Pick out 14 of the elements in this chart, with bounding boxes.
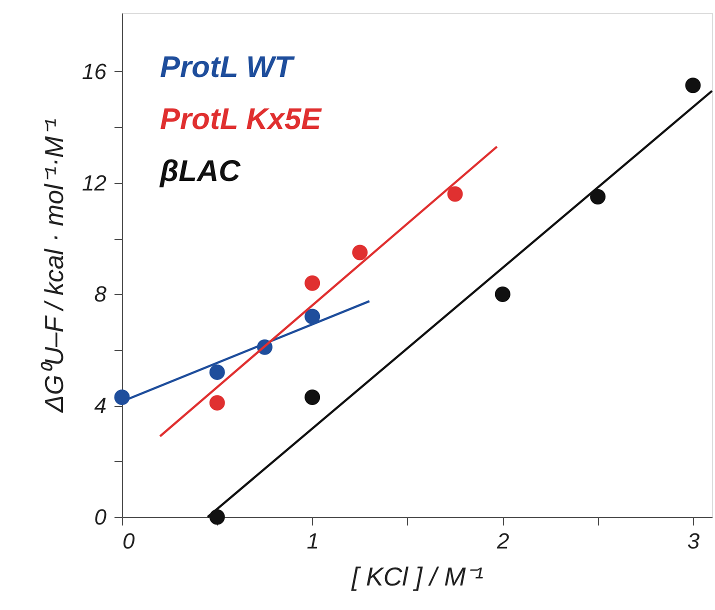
y-tick-label: 0 [94, 504, 108, 530]
x-tick-label: 0 [122, 528, 136, 554]
y-axis-title: ΔG⁰U–F / kcal · mol⁻¹·M⁻¹ [39, 118, 70, 414]
y-tick-label: 16 [82, 58, 108, 84]
y-tick-label: 4 [94, 393, 106, 418]
y-tick-label: 8 [94, 282, 108, 307]
text: ProtL WT [160, 51, 296, 84]
text: βLAC [159, 155, 242, 188]
x-tick-label: 2 [496, 528, 510, 554]
x-tick-label: 1 [306, 528, 319, 554]
x-axis-title: [ KCl ] / M⁻¹ [350, 562, 484, 592]
text: ProtL Kx5E [160, 103, 322, 136]
x-tick-label: 3 [687, 528, 700, 554]
y-tick-label: 12 [82, 170, 106, 196]
